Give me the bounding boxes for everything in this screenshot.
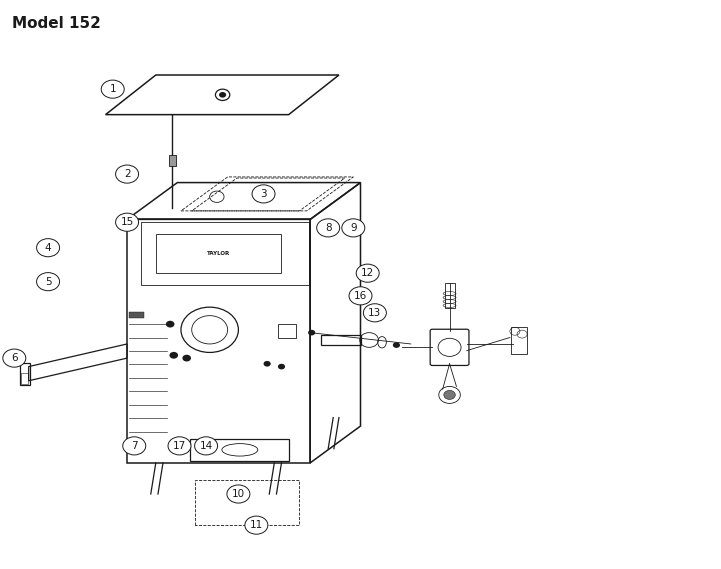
Text: 2: 2 (124, 169, 131, 179)
Text: 6: 6 (11, 353, 17, 363)
Circle shape (169, 352, 178, 358)
Text: 5: 5 (45, 277, 51, 287)
Circle shape (444, 390, 455, 399)
Circle shape (393, 343, 400, 348)
FancyBboxPatch shape (129, 312, 143, 319)
Circle shape (252, 185, 275, 203)
Text: 4: 4 (45, 243, 51, 253)
Text: 10: 10 (232, 489, 245, 499)
Circle shape (37, 273, 60, 291)
Circle shape (37, 238, 60, 257)
Circle shape (308, 330, 315, 336)
Circle shape (166, 321, 174, 328)
Circle shape (168, 437, 191, 455)
Text: Model 152: Model 152 (12, 15, 101, 31)
Circle shape (115, 213, 138, 231)
Circle shape (227, 485, 250, 503)
Circle shape (356, 264, 379, 282)
Circle shape (349, 287, 372, 305)
Text: 9: 9 (350, 223, 357, 233)
Circle shape (3, 349, 26, 367)
Text: 8: 8 (325, 223, 332, 233)
Circle shape (123, 437, 146, 455)
Text: 11: 11 (249, 520, 263, 530)
Text: 13: 13 (368, 308, 381, 318)
Text: 17: 17 (173, 441, 186, 451)
Circle shape (317, 219, 340, 237)
Text: 14: 14 (200, 441, 213, 451)
Text: 3: 3 (260, 189, 267, 199)
Text: 16: 16 (354, 291, 367, 301)
Circle shape (264, 361, 270, 366)
Text: 12: 12 (361, 268, 374, 278)
Circle shape (245, 516, 267, 534)
Circle shape (101, 80, 124, 98)
Circle shape (363, 304, 386, 322)
Circle shape (219, 92, 226, 98)
Circle shape (115, 165, 138, 183)
Text: 7: 7 (131, 441, 138, 451)
Text: TAYLOR: TAYLOR (207, 251, 230, 256)
Text: 15: 15 (120, 217, 133, 227)
Circle shape (278, 364, 285, 369)
FancyBboxPatch shape (169, 155, 176, 166)
Circle shape (182, 354, 191, 361)
Text: 1: 1 (110, 84, 116, 94)
Circle shape (195, 437, 218, 455)
Circle shape (342, 219, 365, 237)
